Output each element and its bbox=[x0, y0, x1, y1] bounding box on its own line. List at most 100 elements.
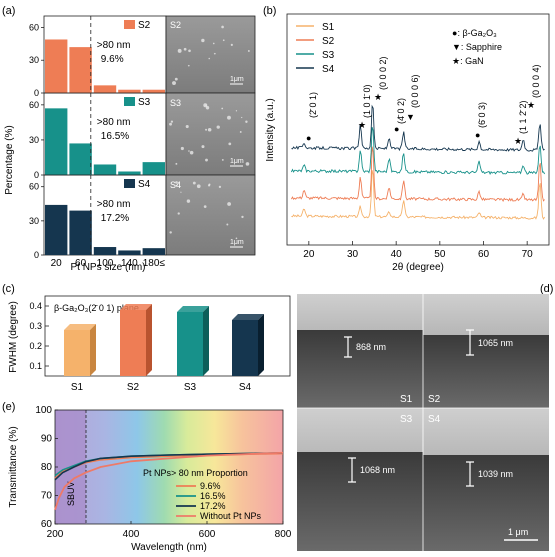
panel-a-bar-s3-3 bbox=[118, 171, 141, 175]
fwhm-category-s1: S1 bbox=[71, 382, 84, 393]
panel-b-ticks: 20 30 40 50 60 70 bbox=[303, 241, 533, 260]
panel-a-bar-s3-4 bbox=[142, 162, 165, 175]
sem-label-s3: S3 bbox=[170, 98, 181, 108]
panel-a-bar-s4-1 bbox=[69, 210, 92, 255]
fwhm-bar-s1 bbox=[64, 330, 90, 376]
peak-label-0002: (0 0 0 2) bbox=[378, 56, 388, 90]
cross-label-s3: S3 bbox=[400, 414, 413, 425]
panel-e-ticks: 200 400 600 800 60 70 80 90 100 bbox=[35, 405, 291, 540]
panel-a-legend-swatch-s3 bbox=[124, 97, 135, 106]
panel-b-frame bbox=[286, 13, 550, 246]
panel-label-c: (c) bbox=[2, 283, 15, 295]
fwhm-bar-s4 bbox=[232, 320, 258, 376]
thickness-s2: 1065 nm bbox=[478, 338, 513, 348]
panel-e-legend-entry-2: 17.2% bbox=[200, 501, 226, 511]
panel-label-a: (a) bbox=[2, 5, 15, 17]
panel-b-xtick: 70 bbox=[522, 249, 534, 260]
panel-a-xtick: 180≤ bbox=[143, 258, 166, 269]
panel-a-bar-s2-0 bbox=[45, 39, 68, 93]
panel-b-curves bbox=[290, 104, 545, 220]
panel-e-xtick: 400 bbox=[123, 529, 140, 540]
xrd-legend-s4: S4 bbox=[322, 64, 335, 75]
panel-e-curves bbox=[54, 451, 284, 511]
panel-a-histograms: 0 30 60 S2 >80 nm 9.6% 0 30 60 S3 >80 nm 16.5% 0 30 60… bbox=[29, 15, 167, 269]
panel-a-ytick: 60 bbox=[29, 182, 39, 192]
panel-a-ytick: 0 bbox=[34, 250, 39, 260]
panel-a-bar-s2-1 bbox=[69, 47, 92, 93]
thickness-s3: 1068 nm bbox=[360, 465, 395, 475]
fwhm-category-s2: S2 bbox=[127, 382, 140, 393]
marker-legend-sapphire: ▼: Sapphire bbox=[452, 42, 502, 52]
peak-label-201: (2̄ 0 1) bbox=[308, 92, 318, 118]
peak-label-1010: (1 0 1̄ 0) bbox=[362, 84, 372, 118]
panel-a-ytick: 60 bbox=[29, 22, 39, 32]
sem-label-s2: S2 bbox=[170, 20, 181, 30]
sem-scale-2: 1μm bbox=[230, 158, 244, 165]
fwhm-bar-s3 bbox=[177, 312, 203, 376]
panel-a-bar-s2-2 bbox=[93, 85, 117, 93]
xrd-legend-s2: S2 bbox=[322, 36, 335, 47]
peak-label-0006: (0 0 0 6) bbox=[410, 74, 420, 108]
panel-d-cross-sections: 868 nm 1065 nm 1068 nm 1039 nm S1 S2 S3 … bbox=[297, 294, 549, 551]
panel-c-ytick: 0.2 bbox=[29, 341, 42, 351]
panel-b-peak-annotations: ● (2̄ 0 1) ★ (1 0 1̄ 0) ★ (0 0 0 2) ● (4… bbox=[306, 56, 541, 146]
peak-marker-0002: ★ bbox=[374, 92, 382, 102]
panel-e-sbuv-label: SBUV bbox=[66, 481, 76, 506]
panel-b-xtick: 60 bbox=[478, 249, 490, 260]
panel-a-bar-s2-3 bbox=[118, 89, 141, 93]
panel-e-xtick: 800 bbox=[275, 529, 292, 540]
peak-marker-402: ● bbox=[394, 124, 399, 134]
cross-scale-bar: 1 μm bbox=[508, 527, 528, 537]
panel-b-xtick: 20 bbox=[303, 249, 315, 260]
panel-a-bar-s3-1 bbox=[69, 143, 92, 175]
panel-a-ytick: 30 bbox=[29, 216, 39, 226]
panel-e-spectrum-bg bbox=[55, 410, 283, 524]
panel-label-e: (e) bbox=[2, 401, 15, 413]
panel-b-legend: S1 S2 S3 S4 bbox=[296, 22, 335, 75]
panel-label-b: (b) bbox=[263, 5, 276, 17]
transmittance-curve-2 bbox=[54, 452, 284, 481]
xrd-curve-s2 bbox=[291, 146, 545, 202]
xrd-curve-s3 bbox=[290, 126, 545, 175]
peak-marker-201: ● bbox=[306, 133, 311, 143]
panel-a-legend-s3: S3 bbox=[138, 97, 151, 108]
panel-e-ytick: 90 bbox=[41, 434, 53, 445]
panel-a-sem-images: S2 S3 S4 1μm 1μm 1μm bbox=[165, 15, 256, 256]
panel-b-marker-legend: ●: β-Ga₂O₃ ▼: Sapphire ★: GaN bbox=[452, 28, 502, 66]
peak-label-603: (6̄ 0 3) bbox=[477, 102, 487, 128]
sem-label-s4: S4 bbox=[170, 180, 181, 190]
cross-label-s1: S1 bbox=[400, 394, 413, 405]
panel-label-d: (d) bbox=[540, 283, 553, 295]
xrd-legend-s3: S3 bbox=[322, 50, 335, 61]
panel-e-xtick: 600 bbox=[199, 529, 216, 540]
marker-legend-ga2o3: ●: β-Ga₂O₃ bbox=[452, 28, 497, 38]
fwhm-category-s4: S4 bbox=[239, 382, 252, 393]
panel-e-legend-entry-0: 9.6% bbox=[200, 481, 221, 491]
panel-a-bar-s4-2 bbox=[93, 247, 117, 255]
thickness-s4: 1039 nm bbox=[478, 469, 513, 479]
peak-marker-0006: ▼ bbox=[406, 112, 415, 122]
panel-e-ytick: 60 bbox=[41, 519, 53, 530]
panel-a-legend-s4: S4 bbox=[138, 179, 151, 190]
panel-a-ytick: 0 bbox=[34, 170, 39, 180]
panel-a-gt-label: >80 nm bbox=[97, 199, 131, 210]
fwhm-bar-s2 bbox=[120, 310, 146, 376]
panel-e-legend: 9.6%16.5%17.2%Without Pt NPs bbox=[176, 481, 262, 521]
panel-a-xtick: 140 bbox=[121, 258, 138, 269]
sem-scale-3: 1μm bbox=[230, 239, 244, 246]
panel-a-ylabel: Percentage (%) bbox=[4, 125, 15, 194]
sem-image-s2 bbox=[165, 15, 256, 94]
panel-e-ytick: 70 bbox=[41, 491, 53, 502]
panel-b-ylabel: Intensity (a.u.) bbox=[265, 98, 276, 161]
panel-a-ytick: 0 bbox=[34, 88, 39, 98]
peak-marker-1010: ★ bbox=[358, 120, 366, 130]
panel-e-ylabel: Transmittance (%) bbox=[8, 426, 19, 507]
panel-c-bars: 0.1 0.2 0.3 0.4 S1 S2 S3 S4 bbox=[29, 301, 264, 393]
panel-c-frame bbox=[44, 295, 291, 377]
panel-a-bar-s2-4 bbox=[142, 89, 165, 93]
panel-a-ytick: 30 bbox=[29, 55, 39, 65]
panel-a-legend-s2: S2 bbox=[138, 20, 151, 31]
panel-a-proportion-s4: 17.2% bbox=[101, 213, 129, 224]
panel-a-bar-s4-3 bbox=[118, 250, 141, 255]
